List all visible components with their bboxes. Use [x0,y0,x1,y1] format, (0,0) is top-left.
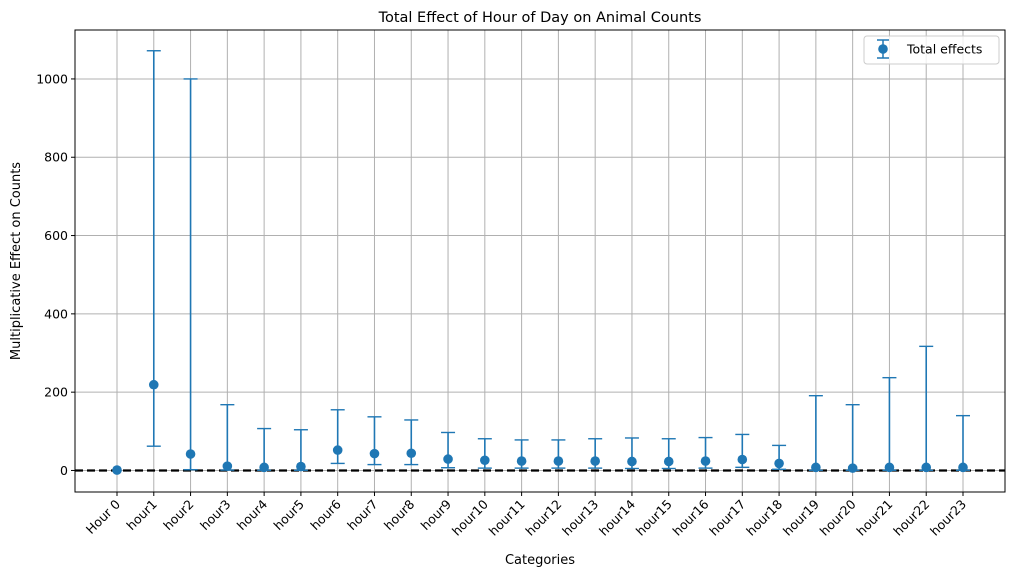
grid [75,30,1005,492]
legend-box [863,35,1000,65]
data-point [811,462,821,473]
x-tick-label: hour11 [486,497,528,539]
data-point [369,448,380,459]
data-point [222,461,233,471]
x-tick-label: hour23 [927,497,969,539]
y-tick-label: 600 [44,228,68,243]
x-tick-label: hour15 [633,497,675,539]
data-point [406,448,417,459]
data-point [185,449,196,459]
data-point [774,458,784,469]
legend-marker [878,44,888,54]
x-tick-label: hour7 [344,497,380,533]
y-tick-label: 200 [44,385,68,400]
legend-label: Total effects [906,42,982,57]
legend: Total effects [863,35,1000,65]
data-marks [112,50,970,475]
x-tick-label: hour13 [559,497,601,539]
data-point [737,454,748,465]
y-tick-label: 1000 [36,71,68,86]
data-point [700,456,711,466]
x-tick-label: hour3 [197,497,233,533]
data-point [663,456,674,467]
plot-frame [74,29,1006,493]
data-point [884,462,895,473]
x-axis-label: Categories [505,553,575,568]
data-point [112,465,122,475]
data-point [921,462,932,473]
x-tick-label: hour17 [706,497,748,539]
data-point [296,461,306,472]
x-tick-label: hour5 [271,497,307,533]
x-tick-label: hour4 [234,496,271,533]
data-point [627,456,637,467]
x-tick-label: hour16 [670,496,712,538]
x-tick-label: hour18 [743,496,785,538]
y-tick-label: 400 [44,306,68,321]
y-tick-label: 0 [60,463,68,478]
data-point [148,379,159,390]
y-tick-label: 800 [44,150,68,165]
x-tick-label: hour1 [123,497,159,533]
x-tick-label: hour2 [160,497,196,533]
data-point [443,454,453,464]
data-point [847,463,858,473]
data-point [516,456,527,466]
x-tick-label: hour19 [780,496,822,538]
x-tick-label: hour10 [449,496,491,538]
data-point [553,456,564,466]
chart-title: Total Effect of Hour of Day on Animal Co… [378,10,702,26]
data-point [259,462,269,473]
x-tick-label: hour12 [522,497,564,539]
x-tick-label: hour14 [596,496,638,538]
x-tick-label: hour21 [853,497,895,539]
x-tick-label: hour6 [307,496,344,533]
data-point [480,455,490,466]
data-point [332,445,343,455]
data-point [590,456,600,466]
x-tick-label: hour8 [381,496,418,533]
y-axis-label: Multiplicative Effect on Counts [9,162,24,360]
x-tick-label: hour20 [817,496,859,538]
data-point [958,462,968,473]
x-tick-label: hour22 [890,497,932,539]
axis-ticks: Hour 0 hour1 hour2 hour3 hour4 hour5 hour6 hour… [36,71,969,538]
x-tick-label: Hour 0 [83,496,123,536]
